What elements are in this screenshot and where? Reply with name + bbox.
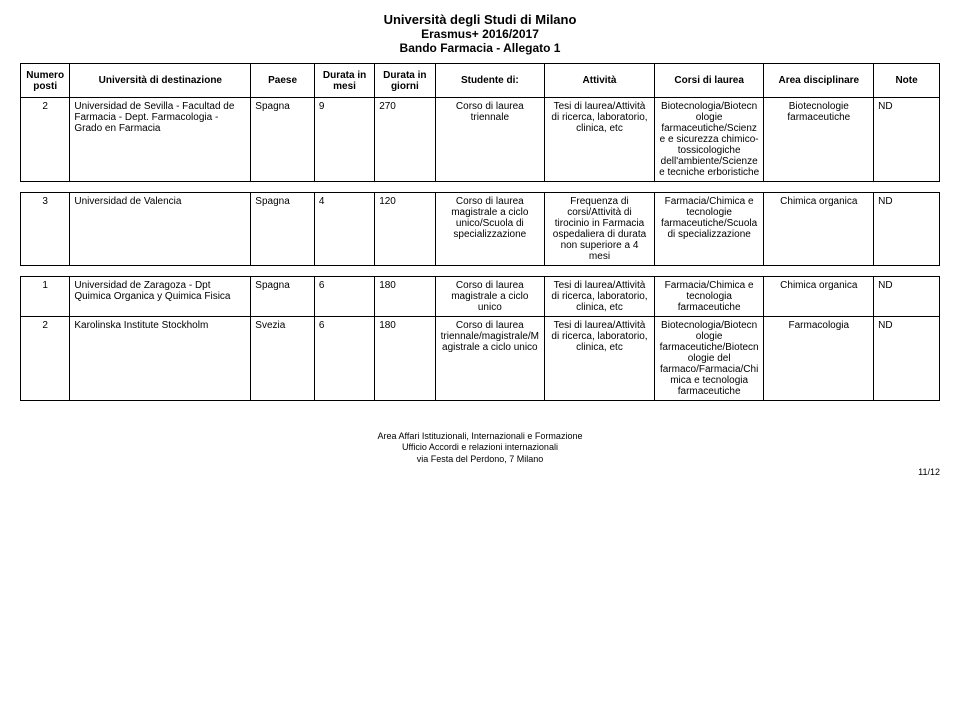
cell-area: Biotecnologie farmaceutiche — [764, 98, 874, 182]
col-header-universita: Università di destinazione — [70, 64, 251, 98]
cell-paese: Svezia — [251, 317, 315, 401]
cell-universita: Universidad de Sevilla - Facultad de Far… — [70, 98, 251, 182]
table-header-row: Numero posti Università di destinazione … — [21, 64, 940, 98]
col-header-durata-giorni: Durata in giorni — [375, 64, 435, 98]
cell-durata-giorni: 180 — [375, 277, 435, 317]
cell-corsi: Farmacia/Chimica e tecnologie farmaceuti… — [654, 193, 764, 266]
cell-durata-mesi: 6 — [314, 317, 374, 401]
col-header-area-disciplinare: Area disciplinare — [764, 64, 874, 98]
table-row: 2 Karolinska Institute Stockholm Svezia … — [21, 317, 940, 401]
cell-attivita: Frequenza di corsi/Attività di tirocinio… — [545, 193, 655, 266]
cell-note: ND — [874, 193, 940, 266]
cell-paese: Spagna — [251, 193, 315, 266]
footer-line-2: Ufficio Accordi e relazioni internaziona… — [20, 442, 940, 453]
cell-numero-posti: 3 — [21, 193, 70, 266]
cell-attivita: Tesi di laurea/Attività di ricerca, labo… — [545, 98, 655, 182]
cell-area: Chimica organica — [764, 277, 874, 317]
cell-attivita: Tesi di laurea/Attività di ricerca, labo… — [545, 277, 655, 317]
header-line-1: Università degli Studi di Milano — [20, 12, 940, 27]
col-header-studente: Studente di: — [435, 64, 545, 98]
table-row: 1 Universidad de Zaragoza - Dpt Quimica … — [21, 277, 940, 317]
cell-note: ND — [874, 98, 940, 182]
document-header: Università degli Studi di Milano Erasmus… — [20, 12, 940, 55]
allocations-table-3: 1 Universidad de Zaragoza - Dpt Quimica … — [20, 276, 940, 401]
header-line-2: Erasmus+ 2016/2017 — [20, 27, 940, 41]
cell-numero-posti: 2 — [21, 98, 70, 182]
cell-attivita: Tesi di laurea/Attività di ricerca, labo… — [545, 317, 655, 401]
cell-universita: Universidad de Zaragoza - Dpt Quimica Or… — [70, 277, 251, 317]
col-header-numero-posti: Numero posti — [21, 64, 70, 98]
cell-corsi: Biotecnologia/Biotecnologie farmaceutich… — [654, 317, 764, 401]
cell-note: ND — [874, 277, 940, 317]
cell-paese: Spagna — [251, 98, 315, 182]
allocations-table-1: Numero posti Università di destinazione … — [20, 63, 940, 182]
cell-area: Chimica organica — [764, 193, 874, 266]
col-header-note: Note — [874, 64, 940, 98]
cell-note: ND — [874, 317, 940, 401]
cell-durata-giorni: 270 — [375, 98, 435, 182]
allocations-table-2: 3 Universidad de Valencia Spagna 4 120 C… — [20, 192, 940, 266]
cell-durata-mesi: 6 — [314, 277, 374, 317]
footer-line-3: via Festa del Perdono, 7 Milano — [20, 454, 940, 465]
cell-studente: Corso di laurea magistrale a ciclo unico… — [435, 193, 545, 266]
cell-studente: Corso di laurea triennale — [435, 98, 545, 182]
cell-area: Farmacologia — [764, 317, 874, 401]
footer-line-1: Area Affari Istituzionali, Internazional… — [20, 431, 940, 442]
cell-durata-giorni: 120 — [375, 193, 435, 266]
cell-studente: Corso di laurea magistrale a ciclo unico — [435, 277, 545, 317]
cell-universita: Universidad de Valencia — [70, 193, 251, 266]
cell-durata-giorni: 180 — [375, 317, 435, 401]
col-header-durata-mesi: Durata in mesi — [314, 64, 374, 98]
col-header-attivita: Attività — [545, 64, 655, 98]
page-footer: Area Affari Istituzionali, Internazional… — [20, 431, 940, 465]
cell-paese: Spagna — [251, 277, 315, 317]
header-line-3: Bando Farmacia - Allegato 1 — [20, 41, 940, 55]
col-header-corsi-laurea: Corsi di laurea — [654, 64, 764, 98]
cell-durata-mesi: 9 — [314, 98, 374, 182]
table-row: 2 Universidad de Sevilla - Facultad de F… — [21, 98, 940, 182]
cell-durata-mesi: 4 — [314, 193, 374, 266]
table-row: 3 Universidad de Valencia Spagna 4 120 C… — [21, 193, 940, 266]
cell-studente: Corso di laurea triennale/magistrale/Mag… — [435, 317, 545, 401]
cell-corsi: Biotecnologia/Biotecnologie farmaceutich… — [654, 98, 764, 182]
cell-corsi: Farmacia/Chimica e tecnologia farmaceuti… — [654, 277, 764, 317]
cell-universita: Karolinska Institute Stockholm — [70, 317, 251, 401]
cell-numero-posti: 1 — [21, 277, 70, 317]
cell-numero-posti: 2 — [21, 317, 70, 401]
page-number: 11/12 — [20, 467, 940, 477]
col-header-paese: Paese — [251, 64, 315, 98]
